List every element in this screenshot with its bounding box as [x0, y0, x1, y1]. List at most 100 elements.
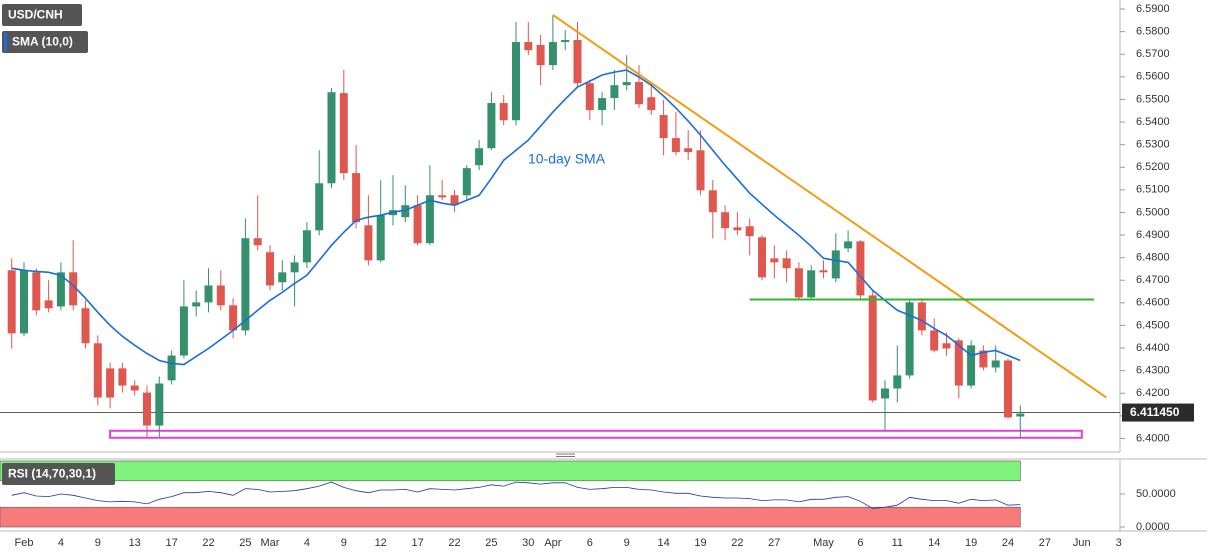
candle-body	[585, 83, 594, 111]
candle-body	[253, 238, 262, 246]
x-tick-label: 14	[657, 537, 669, 549]
labels: USD/CNH SMA (10,0) 10-day SMA RSI (14,70…	[2, 4, 606, 485]
candle-body	[339, 93, 348, 174]
y-tick-label: 6.4600	[1136, 297, 1170, 309]
line-series	[11, 69, 1021, 366]
candle-body	[106, 368, 115, 398]
y-tick-label: 6.5100	[1136, 184, 1170, 196]
candle-body	[548, 42, 557, 66]
candle-body	[44, 300, 53, 309]
candle-body	[327, 92, 336, 184]
y-tick-label: 0.0000	[1136, 521, 1170, 533]
y-tick-label: 50.0000	[1136, 488, 1176, 500]
candle-body	[794, 268, 803, 298]
y-tick-label: 6.5400	[1136, 116, 1170, 128]
candle-body	[942, 343, 951, 349]
candle-body	[844, 241, 853, 249]
symbol-box[interactable]	[2, 4, 82, 26]
candle-body	[807, 270, 816, 298]
legend-entry: SMA (10,0)	[12, 35, 73, 49]
candle-body	[204, 285, 213, 303]
x-tick-label: 22	[202, 537, 214, 549]
x-tick-label: 9	[341, 537, 347, 549]
candle-body	[573, 40, 582, 84]
x-tick-label: 27	[768, 537, 780, 549]
candle-body	[881, 388, 889, 399]
candle-body	[241, 238, 250, 331]
candle-body	[143, 392, 151, 426]
x-tick-label: Apr	[544, 537, 561, 549]
candle-body	[831, 250, 840, 279]
candle-body	[413, 205, 422, 244]
candle-body	[684, 148, 693, 153]
candle-body	[967, 345, 976, 386]
rsi-legend-box[interactable]	[2, 463, 115, 485]
plot-marks: 6.40006.41006.42006.43006.44006.45006.46…	[0, 3, 1194, 549]
x-tick-label: Mar	[261, 537, 280, 549]
symbol-label: USD/CNH	[8, 8, 63, 22]
last-price-label: 6.411450	[1130, 405, 1180, 419]
x-tick-label: 9	[95, 537, 101, 549]
candle-body	[302, 230, 311, 263]
candle-body	[7, 270, 16, 334]
y-tick-label: 6.4200	[1136, 387, 1170, 399]
x-tick-label: 22	[448, 537, 460, 549]
x-tick-label: 11	[892, 537, 903, 549]
candle-body	[266, 252, 274, 286]
y-tick-label: 6.5600	[1136, 71, 1170, 83]
candle-body	[819, 270, 828, 273]
x-tick-label: 22	[731, 537, 743, 549]
candle-body	[290, 262, 299, 273]
line-series	[11, 481, 1021, 509]
candle-body	[130, 385, 139, 391]
candle-body	[93, 343, 102, 398]
y-tick-label: 6.4700	[1136, 274, 1170, 286]
candle-body	[69, 272, 78, 306]
x-tick-label: 17	[165, 537, 177, 549]
candle-body	[499, 103, 508, 121]
candle-body	[167, 355, 176, 381]
y-tick-label: 6.4500	[1136, 319, 1170, 331]
candle-body	[622, 82, 631, 86]
sma-annotation: 10-day SMA	[528, 151, 606, 167]
candle-body	[1016, 413, 1025, 417]
candle-body	[954, 340, 963, 386]
x-tick-label: Feb	[15, 537, 34, 549]
x-tick-label: May	[813, 537, 834, 549]
candle-body	[81, 308, 90, 344]
candle-body	[475, 148, 484, 166]
candle-body	[438, 195, 447, 198]
candle-body	[524, 42, 533, 51]
x-tick-label: 4	[58, 537, 64, 549]
candle-body	[376, 215, 385, 261]
candle-body	[364, 225, 373, 261]
candle-body	[733, 227, 742, 231]
candle-body	[315, 183, 324, 231]
rsi-title: RSI (14,70,30,1)	[8, 467, 96, 481]
sma-legend-box[interactable]	[2, 31, 88, 53]
support-zone	[109, 429, 1083, 439]
x-tick-label: Jun	[1073, 537, 1091, 549]
candle-body	[930, 330, 939, 351]
candle-body	[917, 302, 926, 331]
legend-swatch	[4, 33, 7, 51]
x-tick-label: 13	[129, 537, 141, 549]
x-tick-label: 30	[522, 537, 534, 549]
y-tick-label: 6.5000	[1136, 206, 1170, 218]
candle-body	[708, 190, 717, 213]
x-tick-label: 25	[485, 537, 497, 549]
candle-body	[401, 205, 410, 218]
y-tick-label: 6.5900	[1136, 3, 1170, 15]
candle-body	[610, 85, 619, 99]
last-price-box	[1122, 403, 1194, 422]
candle-body	[647, 97, 656, 111]
y-tick-label: 6.5200	[1136, 161, 1170, 173]
candle-body	[893, 375, 902, 389]
candle-body	[20, 270, 28, 334]
candle-body	[216, 285, 225, 306]
candle-body	[118, 368, 127, 386]
y-tick-label: 6.4900	[1136, 229, 1170, 241]
x-tick-label: 24	[1002, 537, 1014, 549]
candle-body	[536, 44, 545, 66]
x-tick-label: 19	[694, 537, 706, 549]
